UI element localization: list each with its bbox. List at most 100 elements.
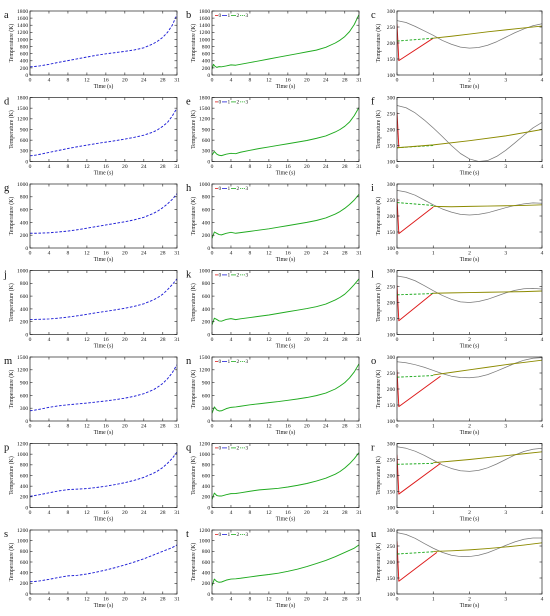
x-tick-label: 0 bbox=[211, 424, 214, 430]
y-tick-label: 200 bbox=[387, 127, 396, 133]
x-tick-label: 3 bbox=[504, 78, 507, 84]
y-tick-label: 100 bbox=[387, 419, 396, 425]
y-tick-label: 1500 bbox=[199, 355, 210, 361]
y-tick-label: 1200 bbox=[17, 368, 28, 374]
x-tick-label: 3 bbox=[504, 424, 507, 430]
legend-entry: 2 bbox=[237, 359, 240, 365]
x-axis-label: Time (s) bbox=[460, 429, 480, 436]
x-tick-label: 24 bbox=[323, 337, 329, 343]
x-tick-label: 24 bbox=[141, 164, 147, 170]
y-tick-label: 1500 bbox=[199, 106, 210, 112]
x-tick-label: 2 bbox=[468, 597, 471, 603]
y-axis-label: Temperature (K) bbox=[375, 283, 382, 322]
y-tick-label: 150 bbox=[387, 230, 396, 236]
x-tick-label: 31 bbox=[174, 510, 180, 516]
x-tick-label: 4 bbox=[541, 78, 544, 84]
x-tick-label: 31 bbox=[356, 78, 362, 84]
y-tick-label: 1800 bbox=[17, 95, 28, 101]
y-tick-label: 0 bbox=[207, 505, 210, 511]
x-tick-label: 4 bbox=[48, 510, 51, 516]
x-tick-label: 20 bbox=[304, 337, 310, 343]
legend-entry: 1 bbox=[228, 186, 231, 192]
axes-frame bbox=[396, 529, 543, 595]
y-tick-label: 0 bbox=[207, 592, 210, 598]
y-axis-label: Temperature (K) bbox=[375, 24, 382, 63]
y-tick-label: 800 bbox=[202, 281, 211, 287]
x-tick-label: 20 bbox=[304, 78, 310, 84]
legend-entry: 0 bbox=[219, 186, 222, 192]
x-tick-label: 12 bbox=[266, 251, 272, 257]
axes-frame bbox=[211, 356, 360, 422]
x-tick-label: 0 bbox=[396, 251, 399, 257]
axes-frame bbox=[396, 356, 543, 422]
series-line-0 bbox=[397, 105, 542, 162]
axes-frame bbox=[29, 443, 178, 508]
y-tick-label: 400 bbox=[202, 571, 211, 577]
x-axis-label: Time (s) bbox=[276, 602, 296, 609]
x-tick-label: 20 bbox=[122, 597, 128, 603]
x-tick-label: 31 bbox=[174, 337, 180, 343]
y-tick-label: 200 bbox=[202, 495, 211, 501]
y-tick-label: 300 bbox=[387, 268, 396, 274]
x-tick-label: 16 bbox=[285, 78, 291, 84]
series-line-3 bbox=[433, 359, 542, 376]
y-tick-label: 600 bbox=[20, 52, 29, 58]
panel-letter: f bbox=[371, 97, 375, 108]
x-tick-label: 16 bbox=[103, 337, 109, 343]
x-tick-label: 16 bbox=[103, 164, 109, 170]
x-tick-label: 2 bbox=[468, 337, 471, 343]
series-line-0 bbox=[397, 190, 542, 216]
x-axis-label: Time (s) bbox=[94, 83, 114, 90]
y-tick-label: 150 bbox=[387, 143, 396, 149]
series-line-3 bbox=[433, 25, 542, 39]
x-tick-label: 16 bbox=[285, 510, 291, 516]
x-tick-label: 12 bbox=[266, 164, 272, 170]
y-tick-label: 800 bbox=[202, 549, 211, 555]
x-tick-label: 2 bbox=[468, 251, 471, 257]
panel-letter: o bbox=[371, 356, 376, 367]
y-tick-label: 200 bbox=[202, 66, 211, 72]
x-tick-label: 24 bbox=[141, 251, 147, 257]
y-tick-label: 1000 bbox=[199, 452, 210, 458]
y-tick-label: 200 bbox=[387, 300, 396, 306]
x-tick-label: 12 bbox=[84, 164, 90, 170]
y-axis-label: Temperature (K) bbox=[190, 543, 197, 582]
legend-entry: 1 bbox=[228, 273, 231, 279]
x-axis-label: Time (s) bbox=[460, 602, 480, 609]
y-tick-label: 250 bbox=[387, 371, 396, 377]
panel-letter: m bbox=[4, 356, 12, 367]
y-tick-label: 600 bbox=[202, 393, 211, 399]
x-tick-label: 28 bbox=[342, 251, 348, 257]
x-tick-label: 31 bbox=[174, 78, 180, 84]
legend-entry: 3 bbox=[246, 13, 249, 19]
y-tick-label: 200 bbox=[202, 233, 211, 239]
legend-entry: 2 bbox=[237, 13, 240, 19]
x-tick-label: 3 bbox=[504, 597, 507, 603]
panel-f: f 0 1 2 3 4 100 150 200 250 300 Time (s) Temperature… bbox=[371, 95, 544, 176]
x-tick-label: 24 bbox=[323, 597, 329, 603]
x-tick-label: 24 bbox=[141, 78, 147, 84]
x-tick-label: 4 bbox=[230, 164, 233, 170]
y-tick-label: 400 bbox=[202, 59, 211, 65]
panel-letter: b bbox=[186, 10, 191, 21]
x-axis-label: Time (s) bbox=[94, 429, 114, 436]
y-tick-label: 1600 bbox=[17, 16, 28, 22]
y-tick-label: 0 bbox=[207, 73, 210, 79]
y-tick-label: 200 bbox=[387, 387, 396, 393]
x-tick-label: 28 bbox=[160, 510, 166, 516]
x-axis-label: Time (s) bbox=[276, 343, 296, 350]
x-tick-label: 20 bbox=[304, 424, 310, 430]
x-tick-label: 8 bbox=[249, 597, 252, 603]
legend-entry: 3 bbox=[246, 532, 249, 538]
panel-letter: u bbox=[371, 529, 377, 540]
y-axis-label: Temperature (K) bbox=[375, 110, 382, 149]
y-axis-label: Temperature (K) bbox=[8, 197, 15, 236]
x-tick-label: 20 bbox=[304, 510, 310, 516]
x-tick-label: 12 bbox=[266, 597, 272, 603]
y-tick-label: 1000 bbox=[17, 268, 28, 274]
